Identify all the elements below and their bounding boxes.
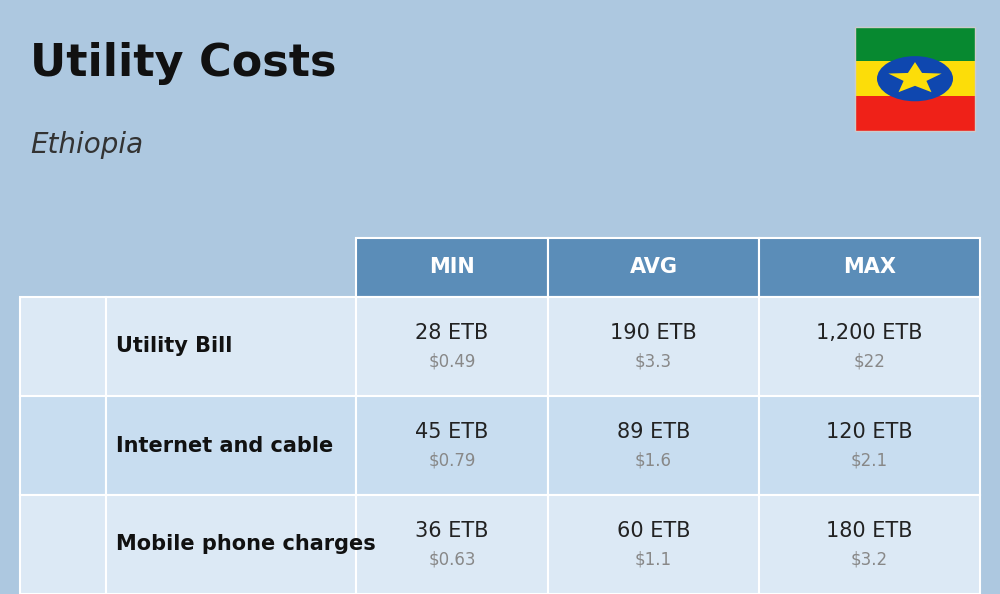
FancyBboxPatch shape [356, 297, 548, 396]
Text: $3.2: $3.2 [851, 551, 888, 568]
Text: $3.3: $3.3 [635, 352, 672, 370]
FancyBboxPatch shape [356, 396, 548, 495]
Text: $22: $22 [854, 352, 886, 370]
Text: 190 ETB: 190 ETB [610, 323, 697, 343]
FancyBboxPatch shape [20, 396, 106, 495]
FancyBboxPatch shape [106, 297, 356, 396]
FancyBboxPatch shape [759, 495, 980, 594]
FancyBboxPatch shape [548, 495, 759, 594]
Text: 60 ETB: 60 ETB [617, 522, 690, 542]
Text: Mobile phone charges: Mobile phone charges [116, 535, 376, 555]
FancyBboxPatch shape [106, 495, 356, 594]
Text: $1.1: $1.1 [635, 551, 672, 568]
FancyBboxPatch shape [759, 297, 980, 396]
Text: AVG: AVG [630, 257, 678, 277]
FancyBboxPatch shape [759, 396, 980, 495]
Text: 120 ETB: 120 ETB [826, 422, 913, 443]
FancyBboxPatch shape [20, 297, 106, 396]
Text: 1,200 ETB: 1,200 ETB [816, 323, 923, 343]
FancyBboxPatch shape [548, 297, 759, 396]
Text: 89 ETB: 89 ETB [617, 422, 690, 443]
Text: Utility Costs: Utility Costs [30, 42, 336, 84]
Text: Ethiopia: Ethiopia [30, 131, 143, 159]
Text: $1.6: $1.6 [635, 451, 672, 469]
FancyBboxPatch shape [20, 495, 106, 594]
Text: 45 ETB: 45 ETB [415, 422, 489, 443]
FancyBboxPatch shape [548, 396, 759, 495]
FancyBboxPatch shape [356, 238, 548, 297]
FancyBboxPatch shape [759, 238, 980, 297]
Text: $0.63: $0.63 [428, 551, 476, 568]
Circle shape [877, 56, 953, 101]
Text: 36 ETB: 36 ETB [415, 522, 489, 542]
FancyBboxPatch shape [106, 396, 356, 495]
Text: $0.49: $0.49 [428, 352, 476, 370]
FancyBboxPatch shape [356, 495, 548, 594]
Text: MAX: MAX [843, 257, 896, 277]
Polygon shape [888, 62, 942, 92]
FancyBboxPatch shape [855, 61, 975, 96]
Text: MIN: MIN [429, 257, 475, 277]
Text: $2.1: $2.1 [851, 451, 888, 469]
FancyBboxPatch shape [548, 238, 759, 297]
Text: 180 ETB: 180 ETB [826, 522, 913, 542]
Text: $0.79: $0.79 [428, 451, 476, 469]
Text: Internet and cable: Internet and cable [116, 435, 334, 456]
Text: Utility Bill: Utility Bill [116, 336, 233, 356]
FancyBboxPatch shape [855, 96, 975, 131]
FancyBboxPatch shape [855, 27, 975, 61]
Text: 28 ETB: 28 ETB [415, 323, 489, 343]
